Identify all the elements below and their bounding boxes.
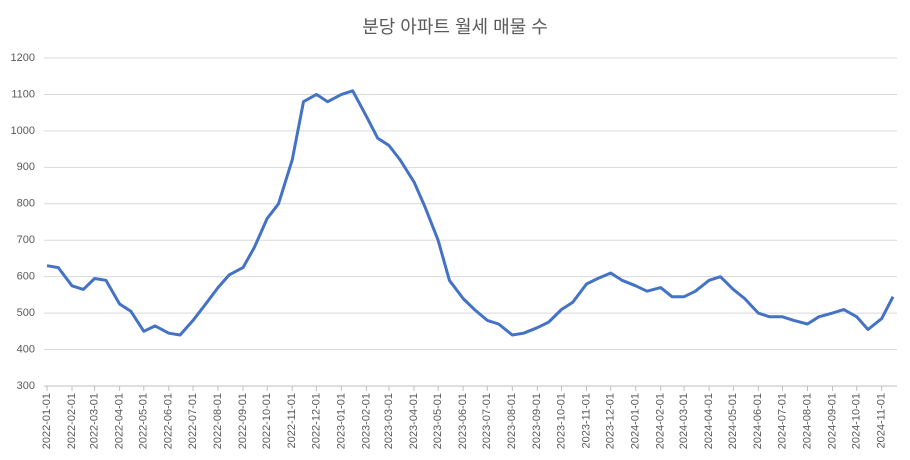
y-tick-label: 1100 (11, 88, 35, 100)
y-tick-label: 500 (17, 307, 35, 319)
x-tick-label: 2023-12-01 (605, 393, 617, 449)
x-tick-label: 2022-07-01 (187, 393, 199, 449)
y-tick-label: 800 (17, 198, 35, 210)
x-tick-label: 2023-05-01 (432, 393, 444, 449)
x-tick-label: 2022-01-01 (41, 393, 53, 449)
x-tick-label: 2022-11-01 (286, 393, 298, 448)
x-tick-label: 2024-03-01 (678, 393, 690, 449)
x-tick-label: 2023-04-01 (408, 393, 420, 449)
y-tick-label: 1000 (11, 125, 35, 137)
x-tick-label: 2022-05-01 (138, 393, 150, 449)
x-tick-label: 2024-05-01 (727, 393, 739, 449)
x-tick-label: 2023-08-01 (506, 393, 518, 449)
x-tick-label: 2023-09-01 (531, 393, 543, 449)
y-tick-label: 400 (17, 343, 35, 355)
x-tick-label: 2022-04-01 (114, 393, 126, 449)
x-tick-label: 2024-11-01 (876, 393, 888, 448)
x-tick-label: 2022-09-01 (237, 393, 249, 449)
y-tick-label: 1200 (11, 52, 35, 64)
x-tick-label: 2023-06-01 (457, 393, 469, 449)
x-tick-label: 2024-04-01 (703, 393, 715, 449)
y-tick-label: 300 (17, 380, 35, 392)
x-tick-label: 2024-02-01 (655, 393, 667, 449)
x-tick-label: 2022-02-01 (66, 393, 78, 449)
x-tick-label: 2023-02-01 (360, 393, 372, 449)
x-tick-label: 2023-01-01 (335, 393, 347, 449)
x-tick-label: 2022-10-01 (261, 393, 273, 449)
x-tick-label: 2024-07-01 (776, 393, 788, 449)
x-tick-label: 2024-01-01 (630, 393, 642, 449)
x-tick-label: 2024-06-01 (752, 393, 764, 449)
y-tick-label: 700 (17, 234, 35, 246)
x-tick-label: 2022-08-01 (212, 393, 224, 449)
x-tick-label: 2024-08-01 (801, 393, 813, 449)
x-tick-label: 2022-12-01 (310, 393, 322, 449)
x-tick-label: 2022-06-01 (163, 393, 175, 449)
x-tick-label: 2023-11-01 (580, 393, 592, 448)
x-tick-label: 2024-09-01 (826, 393, 838, 449)
chart-title: 분당 아파트 월세 매물 수 (362, 17, 548, 37)
x-tick-label: 2023-07-01 (481, 393, 493, 449)
x-tick-label: 2022-03-01 (89, 393, 101, 449)
data-line (46, 89, 895, 337)
y-tick-label: 900 (17, 161, 35, 173)
x-tick-label: 2023-10-01 (555, 393, 567, 449)
x-tick-label: 2023-03-01 (383, 393, 395, 449)
y-tick-label: 600 (17, 271, 35, 283)
x-tick-label: 2024-10-01 (851, 393, 863, 449)
